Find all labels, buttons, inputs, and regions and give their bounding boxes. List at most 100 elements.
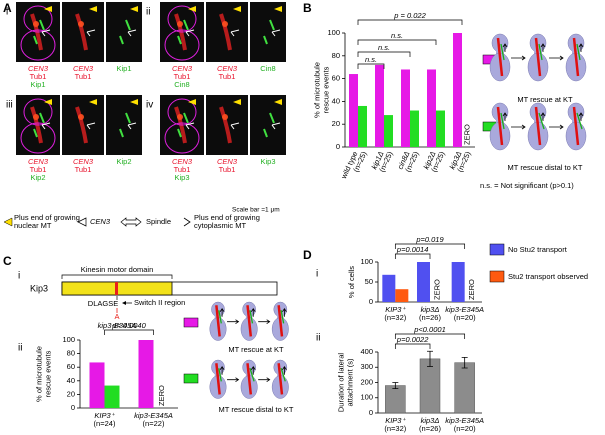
channel-label: Tub1 (219, 72, 236, 81)
legend-label: Plus end of growing (194, 213, 260, 222)
spindle-signal (75, 106, 88, 144)
white-arrow (230, 29, 240, 37)
significance-bracket (357, 19, 463, 25)
channel-label: Cin8 (260, 64, 275, 73)
cell-arrow (578, 112, 584, 121)
significance-label: p = 0.022 (393, 11, 426, 20)
y-tick-label: 0 (369, 408, 373, 417)
y-tick-label: 40 (332, 96, 340, 105)
y-tick-label: 300 (360, 362, 373, 371)
legend-label: MT rescue distal to KT (508, 163, 583, 172)
significance-bracket (394, 243, 466, 249)
y-tick-label: 40 (67, 376, 75, 385)
y-tick-label: 200 (360, 377, 373, 386)
y-axis-label: Duration of lateral (336, 353, 345, 413)
cell-arrow (540, 43, 546, 52)
y-tick-label: 0 (369, 297, 373, 306)
kinesin-signal (177, 19, 189, 45)
micrograph (106, 95, 142, 155)
bar (89, 362, 105, 408)
x-tick-label: KIP3⁺ (385, 416, 406, 425)
subpanel-label: i (316, 269, 318, 280)
region-label: Switch II region (134, 298, 185, 307)
yellow-arrow (44, 6, 52, 12)
channel-label: Tub1 (75, 72, 92, 81)
y-axis-label: % of microtubule (312, 62, 321, 118)
significance-bracket (394, 253, 431, 259)
bar (382, 274, 396, 302)
yellow-arrow (89, 6, 97, 12)
kt-signal (78, 114, 84, 120)
channel-label: Kip3 (174, 173, 189, 182)
channel-label: Tub1 (219, 165, 236, 174)
white-arrow (127, 122, 137, 130)
y-tick-label: 100 (62, 335, 75, 344)
scale-bar-label: Scale bar =1 μm (232, 207, 280, 214)
channel-label: Kip1 (30, 80, 45, 89)
error-bar (392, 382, 399, 389)
significance-bracket (357, 39, 437, 45)
white-arrow (185, 29, 195, 37)
channel-label: Kip2 (30, 173, 45, 182)
legend-icon (120, 217, 142, 227)
legend-swatch (183, 373, 199, 384)
cell-mt (249, 368, 255, 382)
legend-label: cytoplasmic MT (194, 221, 247, 230)
y-tick-label: 80 (332, 51, 340, 60)
legend-swatch (489, 270, 505, 283)
cell-mt (576, 43, 581, 61)
cell-spindle (534, 37, 542, 77)
white-arrow (271, 29, 281, 37)
bar (451, 262, 465, 302)
subpanel-label: iii (6, 100, 13, 111)
legend-label: Plus end of growing (14, 213, 80, 222)
legend-swatch (183, 317, 199, 328)
yellow-arrow (233, 6, 241, 12)
panel-label: D (303, 248, 312, 262)
cell-outline (20, 29, 56, 61)
significance-bracket (394, 343, 431, 349)
x-tick-note: (n=32) (384, 313, 406, 322)
value-label: ZERO (462, 124, 471, 145)
cell-arrow (250, 308, 256, 317)
channel-label: CEN3 (217, 157, 238, 166)
y-tick-label: 0 (336, 142, 340, 151)
significance-label: p=0.019 (415, 235, 444, 244)
cell-spindle (496, 106, 504, 146)
footnote: n.s. = Not significant (p>0.1) (480, 181, 574, 190)
value-label: ZERO (432, 279, 441, 300)
error-bar (461, 356, 468, 369)
y-tick-label: 60 (67, 362, 75, 371)
channel-label: Tub1 (30, 72, 47, 81)
y-axis-label: rescue events (321, 66, 330, 113)
x-tick-note: (n=32) (384, 424, 406, 433)
x-tick-label: kip3Δ (421, 305, 440, 314)
channel-label: CEN3 (28, 64, 49, 73)
step-arrow (227, 319, 240, 325)
significance-label: p<0.0001 (413, 325, 446, 334)
cell-outline (23, 98, 53, 126)
panel-label: A (3, 1, 12, 15)
bar (104, 385, 120, 408)
x-tick-note: (n=20) (454, 424, 476, 433)
y-tick-label: 20 (67, 389, 75, 398)
x-tick-note: (n=24) (94, 419, 116, 428)
kinesin-signal (177, 112, 189, 138)
cell-spindle (572, 106, 580, 146)
micrograph (250, 2, 286, 62)
cell-spindle (496, 37, 504, 77)
motif-label: DLAGSE (88, 299, 118, 308)
cell-mt (500, 112, 505, 130)
y-axis-label: attachment (s) (345, 358, 354, 406)
bar (427, 69, 436, 147)
y-axis-label: % of cells (347, 266, 356, 298)
cell-mt (280, 368, 286, 382)
cell-mt (576, 112, 583, 130)
x-tick-note: (n=20) (454, 313, 476, 322)
cell-spindle (215, 305, 221, 337)
cell-mt (249, 310, 254, 324)
significance-label: p= 0.0040 (111, 321, 146, 330)
cell-mt (218, 310, 222, 324)
bar (385, 385, 406, 414)
bar (358, 105, 367, 147)
